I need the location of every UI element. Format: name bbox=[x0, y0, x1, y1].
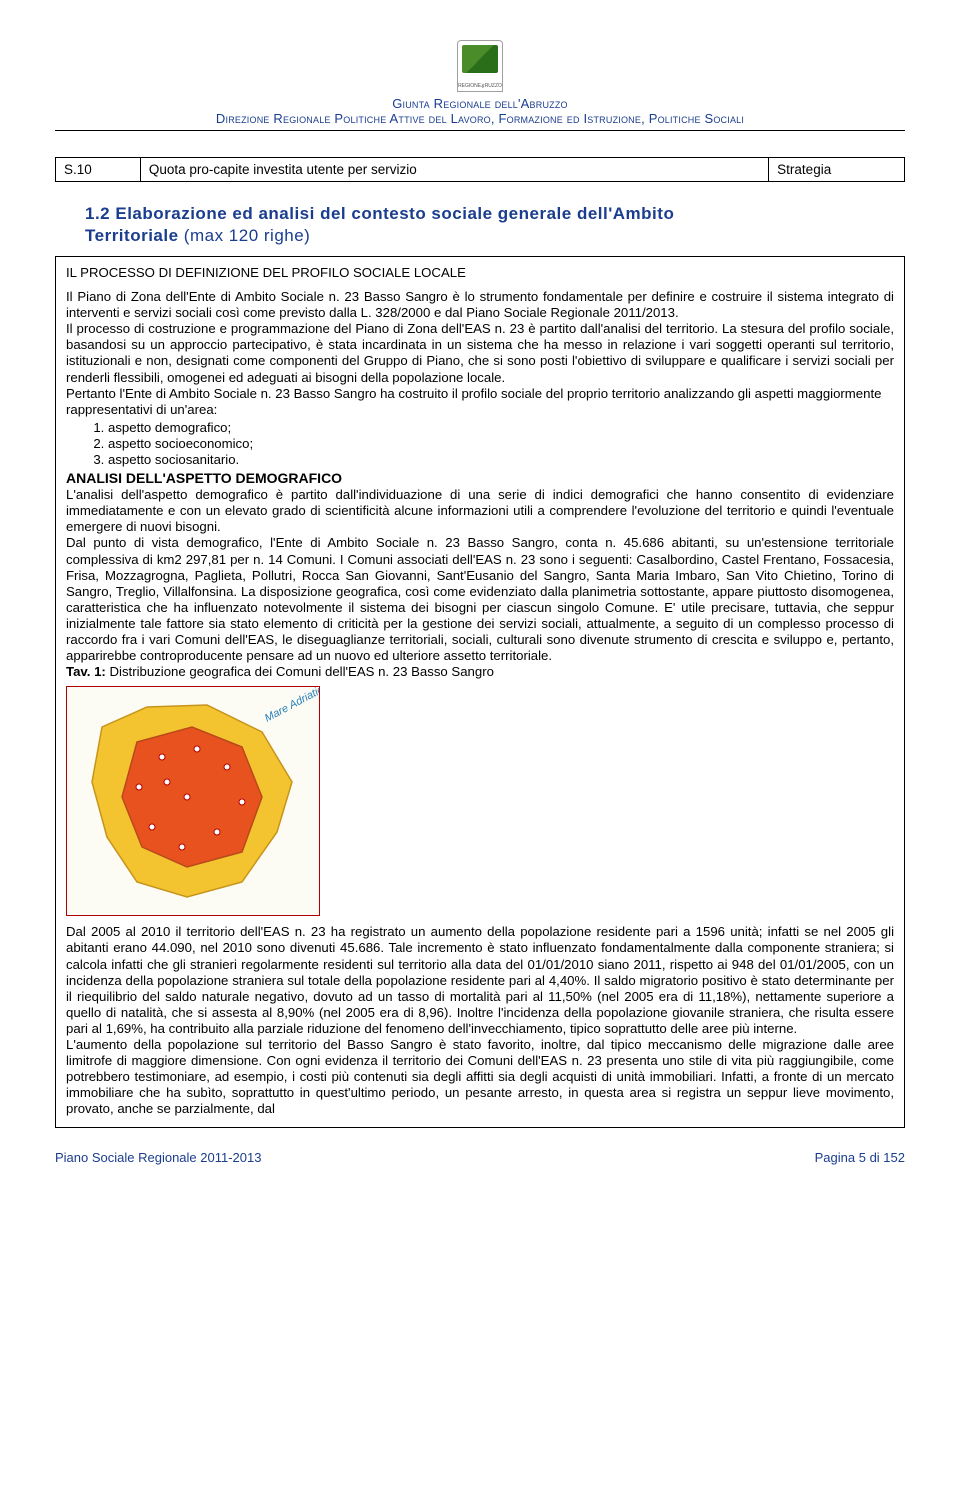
footer-left: Piano Sociale Regionale 2011-2013 bbox=[55, 1150, 261, 1165]
header-dept: Direzione Regionale Politiche Attive del… bbox=[55, 111, 905, 126]
footer-right: Pagina 5 di 152 bbox=[815, 1150, 905, 1165]
territory-map: Mare Adriatico bbox=[66, 686, 320, 916]
header-org: Giunta Regionale dell'Abruzzo bbox=[55, 96, 905, 111]
cell-type: Strategia bbox=[769, 158, 905, 182]
para-8: L'aumento della popolazione sul territor… bbox=[66, 1037, 894, 1117]
section-title: 1.2 Elaborazione ed analisi del contesto… bbox=[85, 204, 905, 224]
aspect-2: aspetto socioeconomico; bbox=[108, 436, 894, 452]
page-footer: Piano Sociale Regionale 2011-2013 Pagina… bbox=[55, 1150, 905, 1165]
region-logo bbox=[457, 40, 503, 92]
cell-code: S.10 bbox=[56, 158, 141, 182]
para-5: L'analisi dell'aspetto demografico è par… bbox=[66, 487, 894, 535]
header-rule bbox=[55, 130, 905, 131]
document-header: Giunta Regionale dell'Abruzzo Direzione … bbox=[55, 40, 905, 126]
para-2: Il Piano di Zona dell'Ente di Ambito Soc… bbox=[66, 289, 894, 321]
para-4: Pertanto l'Ente di Ambito Sociale n. 23 … bbox=[66, 386, 894, 418]
cell-desc: Quota pro-capite investita utente per se… bbox=[140, 158, 768, 182]
aspect-3: aspetto sociosanitario. bbox=[108, 452, 894, 468]
tav-label: Tav. 1: bbox=[66, 664, 106, 679]
section-sub-text: Territoriale bbox=[85, 226, 179, 245]
section-paren: (max 120 righe) bbox=[184, 226, 311, 245]
process-heading: IL PROCESSO DI DEFINIZIONE DEL PROFILO S… bbox=[66, 265, 894, 281]
tav-caption: Tav. 1: Distribuzione geografica dei Com… bbox=[66, 664, 894, 680]
demographic-heading: ANALISI DELL'ASPETTO DEMOGRAFICO bbox=[66, 470, 894, 487]
aspect-1: aspetto demografico; bbox=[108, 420, 894, 436]
map-inner-region bbox=[122, 727, 262, 867]
tav-text: Distribuzione geografica dei Comuni dell… bbox=[106, 664, 494, 679]
indicator-table: S.10 Quota pro-capite investita utente p… bbox=[55, 157, 905, 182]
section-subtitle: Territoriale (max 120 righe) bbox=[85, 226, 905, 246]
para-3: Il processo di costruzione e programmazi… bbox=[66, 321, 894, 385]
aspect-list: aspetto demografico; aspetto socioeconom… bbox=[66, 420, 894, 468]
sea-label: Mare Adriatico bbox=[263, 687, 319, 725]
content-box: IL PROCESSO DI DEFINIZIONE DEL PROFILO S… bbox=[55, 256, 905, 1128]
para-6: Dal punto di vista demografico, l'Ente d… bbox=[66, 535, 894, 664]
para-7: Dal 2005 al 2010 il territorio dell'EAS … bbox=[66, 924, 894, 1037]
